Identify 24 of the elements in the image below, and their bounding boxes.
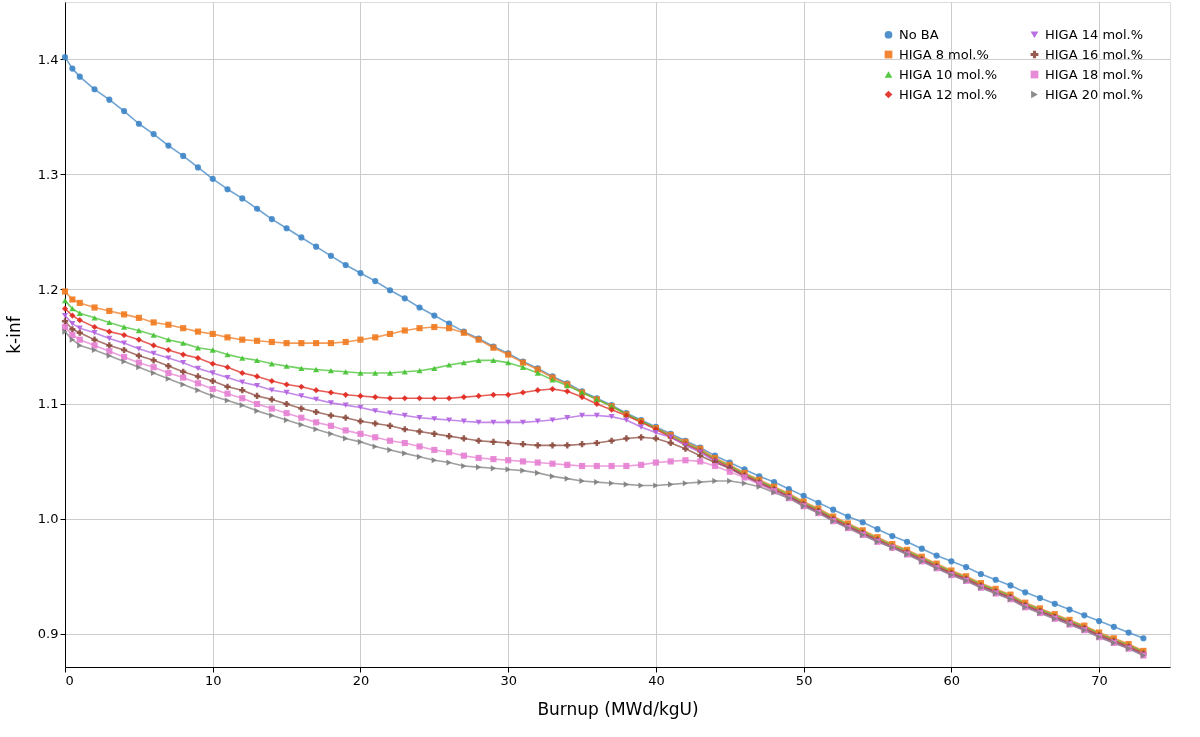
y-tick-label: 1.2 xyxy=(37,281,59,297)
legend-label: HIGA 14 mol.% xyxy=(1045,26,1144,42)
x-tick-label: 60 xyxy=(943,672,961,688)
legend-label: HIGA 18 mol.% xyxy=(1045,66,1144,82)
x-tick-label: 0 xyxy=(65,672,74,688)
x-axis-title: Burnup (MWd/kgU) xyxy=(537,698,699,719)
x-tick-label: 40 xyxy=(648,672,665,688)
legend-label: No BA xyxy=(899,26,939,42)
x-tick-label: 50 xyxy=(795,672,813,688)
y-tick-label: 1.3 xyxy=(37,166,59,182)
y-tick-label: 1.0 xyxy=(37,511,59,527)
y-tick-label: 0.9 xyxy=(37,626,59,642)
legend-label: HIGA 16 mol.% xyxy=(1045,46,1144,62)
legend-label: HIGA 12 mol.% xyxy=(899,86,998,102)
legend-label: HIGA 20 mol.% xyxy=(1045,86,1144,102)
y-tick-label: 1.1 xyxy=(37,396,59,412)
y-axis-title: k-inf xyxy=(3,315,24,354)
y-tick-label: 1.4 xyxy=(37,51,59,67)
x-tick-label: 10 xyxy=(204,672,222,688)
x-tick-label: 30 xyxy=(500,672,517,688)
x-tick-label: 20 xyxy=(352,672,370,688)
legend-label: HIGA 8 mol.% xyxy=(899,46,989,62)
legend-label: HIGA 10 mol.% xyxy=(899,66,998,82)
x-tick-label: 70 xyxy=(1091,672,1108,688)
